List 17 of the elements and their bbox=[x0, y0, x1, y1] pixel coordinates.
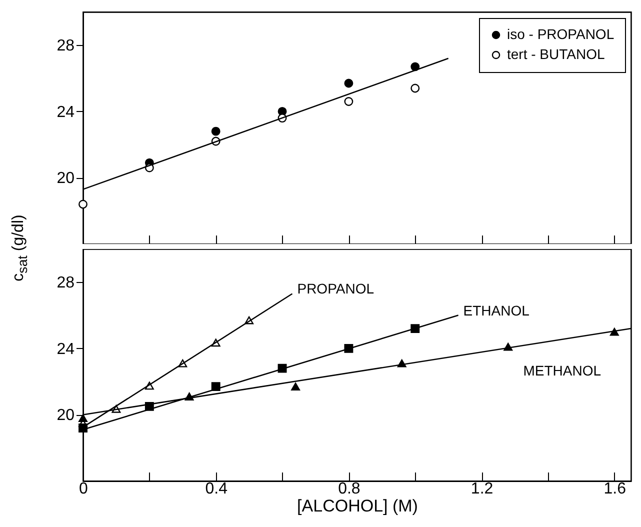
series-label: PROPANOL bbox=[297, 280, 374, 297]
series-label: METHANOL bbox=[523, 362, 602, 379]
x-tick-label: 1.2 bbox=[470, 480, 494, 498]
x-tick-label: 1.6 bbox=[604, 480, 626, 498]
y-tick-label: 28 bbox=[56, 274, 75, 292]
x-axis-title: [ALCOHOL] (M) bbox=[297, 496, 418, 516]
legend-label: tert - BUTANOL bbox=[507, 46, 605, 62]
y-tick-label: 24 bbox=[56, 340, 75, 358]
legend-label: iso - PROPANOL bbox=[507, 26, 614, 42]
y-tick-label: 28 bbox=[56, 38, 75, 55]
x-tick-label: 0.4 bbox=[205, 480, 228, 498]
y-tick-label: 20 bbox=[56, 170, 75, 188]
x-tick-label: 0 bbox=[79, 480, 88, 498]
y-tick-label: 24 bbox=[56, 104, 75, 121]
x-tick-label: 0.8 bbox=[338, 480, 360, 498]
y-tick-label: 20 bbox=[56, 407, 75, 424]
series-label: ETHANOL bbox=[463, 302, 530, 318]
